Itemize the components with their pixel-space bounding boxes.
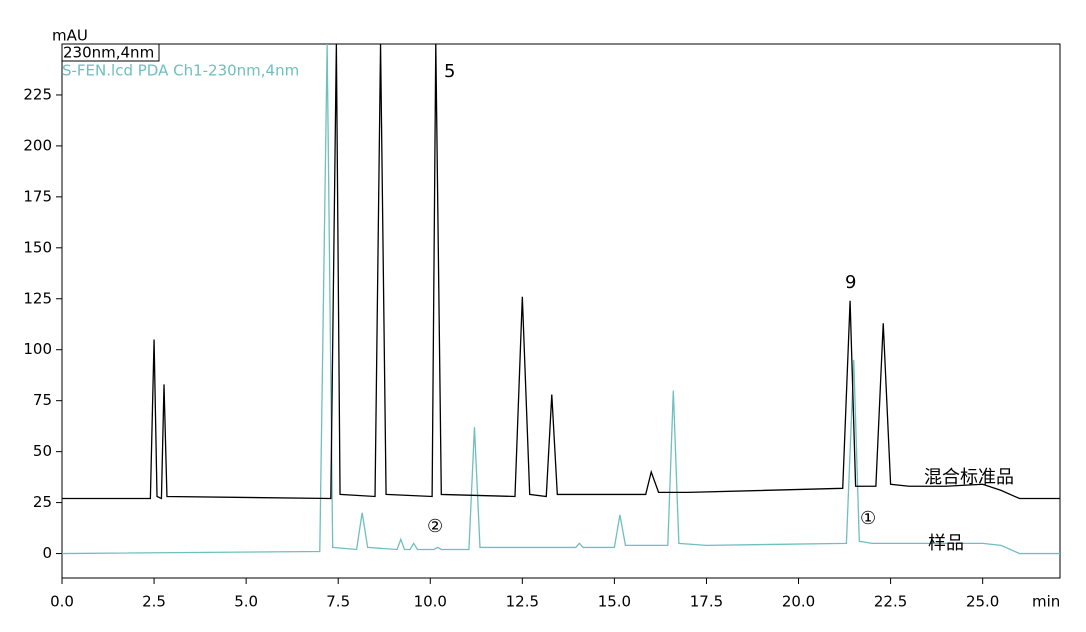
x-tick-label: 7.5 (326, 593, 350, 611)
y-tick-label: 25 (33, 493, 52, 511)
trace (62, 44, 1060, 555)
x-tick-label: 0.0 (50, 593, 74, 611)
x-axis-label: min (1032, 593, 1060, 611)
x-tick-label: 2.5 (142, 593, 166, 611)
trace-label: 样品 (928, 533, 964, 554)
legend-entry: S-FEN.lcd PDA Ch1-230nm,4nm (62, 62, 299, 80)
y-tick-label: 225 (23, 85, 52, 103)
x-tick-label: 10.0 (414, 593, 447, 611)
y-tick-label: 75 (33, 391, 52, 409)
peak-label: ① (860, 508, 876, 529)
x-tick-label: 15.0 (598, 593, 631, 611)
y-tick-label: 175 (23, 187, 52, 205)
x-tick-label: 20.0 (782, 593, 815, 611)
y-axis-label: mAU (52, 27, 88, 45)
legend-box (61, 43, 160, 62)
y-tick-label: 100 (23, 340, 52, 358)
peak-label: 5 (444, 61, 455, 82)
y-tick-label: 50 (33, 442, 52, 460)
plot-frame (61, 43, 1061, 579)
peak-label: ② (427, 516, 443, 537)
peak-label: 9 (845, 272, 856, 293)
trace (62, 44, 1060, 500)
y-tick-label: 150 (23, 238, 52, 256)
trace-label: 混合标准品 (924, 467, 1014, 488)
legend-entry: 230nm,4nm (63, 44, 154, 62)
traces (62, 44, 1060, 555)
x-tick-label: 22.5 (874, 593, 907, 611)
y-tick-label: 200 (23, 136, 52, 154)
x-tick-label: 5.0 (234, 593, 258, 611)
y-tick-label: 125 (23, 289, 52, 307)
x-tick-label: 12.5 (506, 593, 539, 611)
x-tick-label: 25.0 (966, 593, 999, 611)
y-tick-label: 0 (42, 544, 52, 562)
x-tick-label: 17.5 (690, 593, 723, 611)
